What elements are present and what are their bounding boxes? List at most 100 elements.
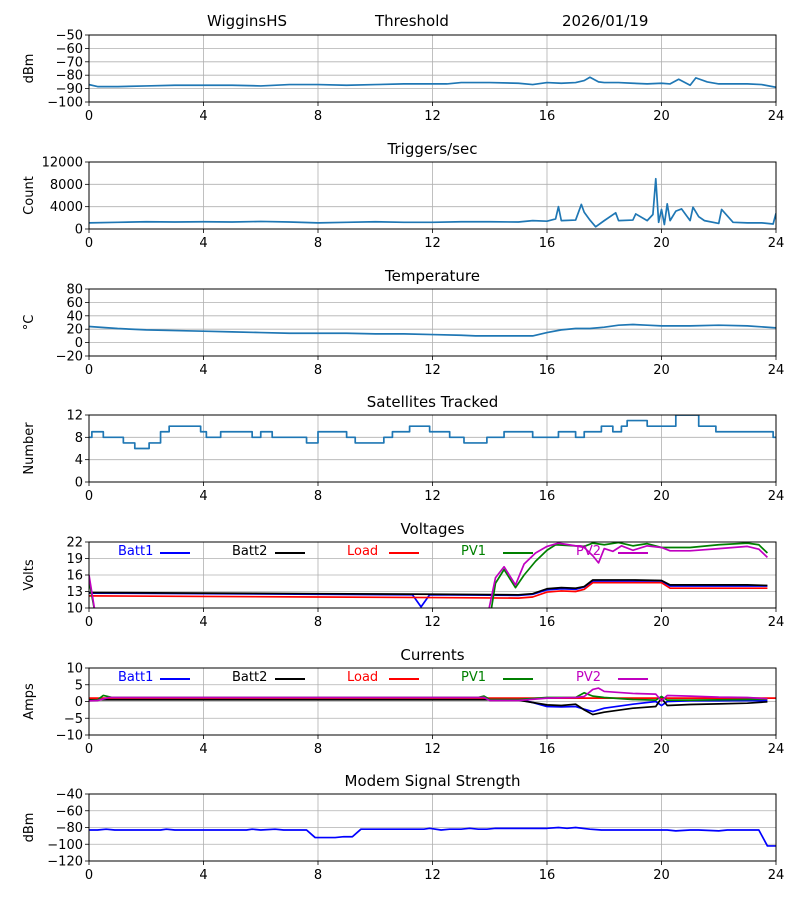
y-axis-label: Amps [22, 683, 37, 720]
x-tick-label: 4 [199, 615, 207, 630]
x-tick-label: 20 [653, 742, 670, 757]
chart-title: Modem Signal Strength [345, 772, 521, 790]
x-tick-label: 12 [424, 742, 441, 757]
y-tick-label: −70 [56, 55, 83, 70]
series-group [89, 687, 776, 716]
panel-satellites: 0 4 8 12 16 20 24 12 8 4 0 Satellites Tracked Number [22, 393, 784, 504]
series-line-batt2 [89, 697, 768, 716]
legend-label: Batt2 [232, 670, 267, 685]
y-tick-label: −50 [56, 29, 83, 44]
y-tick-label: −120 [47, 855, 83, 870]
x-tick-label: 20 [653, 615, 670, 630]
x-tick-label: 24 [768, 489, 785, 504]
y-tick-label: 8000 [50, 178, 83, 193]
x-tick-label: 4 [199, 236, 207, 251]
axes-frame [88, 414, 777, 483]
x-tick-label: 16 [539, 742, 556, 757]
x-tick-label: 8 [314, 489, 322, 504]
y-tick-label: −100 [47, 838, 83, 853]
y-tick-label: 12 [66, 409, 83, 424]
header-date: 2026/01/19 [562, 12, 649, 30]
axes-frame [88, 541, 777, 609]
y-tick-label: 22 [66, 536, 83, 551]
y-tick-label: 10 [66, 662, 83, 677]
x-tick-label: 0 [85, 868, 93, 883]
header-station: WigginsHS [207, 12, 288, 30]
panel-threshold: 0 4 8 12 16 20 24 −50−60−70−80−90−100 dBm [22, 29, 784, 125]
x-tick-label: 8 [314, 868, 322, 883]
y-tick-label: −10 [56, 729, 83, 744]
y-tick-label: 0 [75, 336, 83, 351]
panel-modem: 0 4 8 12 16 20 24 −40−60 −80 −100 −120 Modem Signal… [22, 772, 784, 883]
y-tick-label: 0 [75, 695, 83, 710]
y-tick-label: −80 [56, 69, 83, 84]
legend-label: Batt2 [232, 544, 267, 559]
panel-triggers: 0 4 8 12 16 20 24 0 4000 8000 12000 Triggers/sec Cou… [22, 140, 784, 251]
legend-label: PV1 [461, 670, 486, 685]
x-tick-label: 16 [539, 109, 556, 124]
x-tick-label: 8 [314, 109, 322, 124]
x-tick-label: 4 [199, 868, 207, 883]
y-tick-label: 5 [75, 678, 83, 693]
axes-frame [88, 288, 777, 357]
y-tick-label: 10 [66, 602, 83, 617]
x-tick-label: 8 [314, 742, 322, 757]
x-tick-label: 0 [85, 109, 93, 124]
chart-title: Triggers/sec [387, 140, 478, 158]
x-tick-label: 12 [424, 236, 441, 251]
x-tick-label: 12 [424, 868, 441, 883]
x-tick-label: 8 [314, 236, 322, 251]
axes-frame [88, 161, 777, 230]
x-tick-label: 16 [539, 363, 556, 378]
y-tick-label: −40 [56, 788, 83, 803]
y-tick-label: 8 [75, 431, 83, 446]
y-axis-label: Volts [22, 559, 37, 591]
y-tick-label: 4000 [50, 200, 83, 215]
series-line-batt1 [89, 697, 768, 713]
legend-label: Batt1 [118, 670, 153, 685]
x-tick-label: 24 [768, 868, 785, 883]
y-tick-label: −60 [56, 42, 83, 57]
x-tick-label: 20 [653, 236, 670, 251]
y-tick-label: 20 [66, 323, 83, 338]
legend-label: Load [347, 670, 378, 685]
x-tick-label: 0 [85, 615, 93, 630]
x-tick-label: 16 [539, 615, 556, 630]
y-tick-label: −100 [47, 96, 83, 111]
y-tick-label: −80 [56, 821, 83, 836]
y-tick-label: 0 [75, 223, 83, 238]
x-tick-label: 24 [768, 236, 785, 251]
x-tick-label: 8 [314, 363, 322, 378]
y-tick-label: −20 [56, 350, 83, 365]
x-tick-label: 24 [768, 742, 785, 757]
y-axis-label: dBm [22, 813, 37, 843]
y-tick-label: 4 [75, 453, 83, 468]
y-tick-label: −90 [56, 82, 83, 97]
y-tick-label: 16 [66, 569, 83, 584]
x-tick-label: 20 [653, 868, 670, 883]
x-tick-label: 16 [539, 236, 556, 251]
series-group [89, 177, 776, 228]
chart-title: Currents [400, 646, 464, 664]
y-tick-label: 60 [66, 296, 83, 311]
x-tick-label: 4 [199, 742, 207, 757]
x-tick-label: 0 [85, 363, 93, 378]
y-tick-label: 12000 [42, 156, 83, 171]
x-tick-label: 12 [424, 109, 441, 124]
x-tick-label: 12 [424, 489, 441, 504]
header-subtitle: Threshold [375, 12, 449, 30]
x-tick-label: 0 [85, 236, 93, 251]
x-tick-label: 20 [653, 489, 670, 504]
x-tick-label: 12 [424, 363, 441, 378]
legend-label: Load [347, 544, 378, 559]
y-axis-label: °C [22, 315, 37, 331]
y-tick-label: 13 [66, 585, 83, 600]
x-tick-label: 16 [539, 489, 556, 504]
y-tick-label: −5 [64, 712, 83, 727]
series-group [89, 542, 769, 608]
chart-title: Temperature [384, 267, 480, 285]
series-line-batt2 [89, 579, 768, 596]
legend-label: Batt1 [118, 544, 153, 559]
